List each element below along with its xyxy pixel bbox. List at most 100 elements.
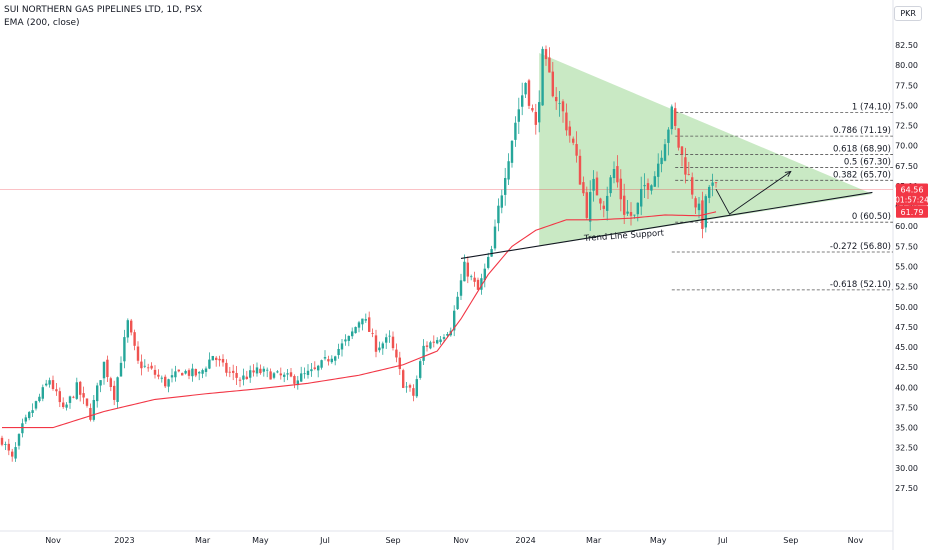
y-tick-label: 30.00 (895, 464, 918, 473)
candle-body (204, 368, 208, 372)
candle-body (79, 381, 82, 395)
arrow-head (784, 170, 792, 177)
candle-body (497, 205, 500, 224)
y-tick-label: 55.00 (895, 263, 918, 272)
candle-body (215, 357, 218, 361)
candle-body (45, 383, 48, 386)
candle-body (153, 369, 157, 375)
candle-body (119, 362, 123, 377)
candle-body (354, 326, 357, 334)
candle-body (714, 182, 718, 184)
y-tick-label: 67.50 (895, 162, 918, 171)
candle-body (82, 393, 85, 398)
candle-body (660, 157, 663, 165)
fib-level-label: 0.382 (65.70) (833, 170, 891, 180)
candle-body (527, 80, 531, 106)
candle-body (198, 372, 201, 374)
candle-body (704, 196, 707, 228)
candle-body (694, 198, 697, 208)
candle-body (99, 380, 102, 386)
candle-body (623, 195, 626, 215)
candle-body (521, 95, 524, 107)
triangle-pattern[interactable] (539, 53, 873, 247)
x-tick-label: 2023 (114, 536, 134, 545)
candle-body (439, 339, 442, 343)
candle-body (633, 214, 636, 216)
candle-body (677, 128, 680, 148)
candle-body (368, 317, 371, 332)
candle-body (0, 437, 4, 445)
candle-body (272, 373, 276, 378)
candle-body (286, 373, 289, 375)
currency-button[interactable]: PKR (894, 6, 922, 21)
candle-body (381, 343, 384, 349)
fib-level-label: -0.618 (52.10) (830, 280, 891, 290)
candle-body (504, 178, 507, 195)
candle-body (140, 361, 143, 369)
projection-arrow[interactable] (715, 171, 792, 215)
fib-level-label: -0.272 (56.80) (830, 242, 891, 252)
candle-body (4, 444, 7, 445)
trendline-support[interactable] (460, 191, 873, 259)
candle-body (147, 367, 150, 369)
candle-body (385, 337, 388, 343)
y-tick-label: 75.00 (895, 101, 918, 110)
candle-body (357, 322, 361, 328)
candle-body (582, 182, 585, 194)
candle-body (174, 371, 177, 378)
candle-body (534, 111, 537, 125)
candle-body (249, 370, 252, 378)
candle-body (555, 96, 558, 102)
fib-level-label: 0 (60.50) (852, 212, 891, 222)
candle-body (636, 202, 639, 215)
ema-200-line[interactable] (2, 211, 717, 429)
y-tick-label: 50.00 (895, 303, 918, 312)
candle-body (606, 195, 609, 211)
candle-body (85, 398, 89, 406)
last-price-text: 64.56 (901, 185, 924, 194)
y-tick-label: 47.50 (895, 323, 918, 332)
candle-body (48, 380, 51, 385)
candle-body (317, 365, 320, 371)
candle-body (164, 376, 167, 387)
candle-body (612, 169, 616, 179)
candle-body (568, 126, 571, 136)
candle-body (41, 387, 44, 399)
candle-body (65, 404, 68, 408)
candle-body (191, 368, 194, 377)
candle-body (609, 177, 612, 194)
candle-body (334, 356, 337, 361)
y-tick-label: 45.00 (895, 343, 918, 352)
candle-body (133, 332, 136, 346)
candle-body (463, 261, 466, 282)
candle-body (517, 109, 520, 122)
candle-body (187, 370, 191, 376)
x-tick-label: Nov (453, 536, 469, 545)
countdown-text: 01:57:24 (895, 195, 929, 204)
candle-body (235, 372, 238, 378)
candle-body (402, 370, 405, 388)
candle-body (680, 146, 684, 155)
candle-body (347, 335, 350, 341)
indicator-legend[interactable]: EMA (200, close) (4, 18, 80, 28)
candle-body (17, 434, 21, 446)
ema-value-text: 61.79 (901, 208, 924, 217)
candle-body (487, 256, 490, 268)
candle-body (289, 372, 293, 377)
candle-body (405, 386, 408, 388)
x-tick-label: Sep (385, 536, 400, 545)
candle-body (388, 335, 391, 337)
candle-body (558, 103, 561, 104)
candle-body (143, 365, 146, 367)
candle-body (429, 342, 432, 349)
y-tick-label: 60.00 (895, 222, 918, 231)
candle-body (283, 374, 286, 377)
x-tick-label: Jul (319, 536, 330, 545)
y-tick-label: 70.00 (895, 142, 918, 151)
candle-body (232, 370, 235, 373)
candle-body (531, 108, 534, 111)
candle-body (276, 371, 279, 373)
fib-level-label: 1 (74.10) (852, 103, 891, 113)
y-tick-label: 57.50 (895, 242, 918, 251)
